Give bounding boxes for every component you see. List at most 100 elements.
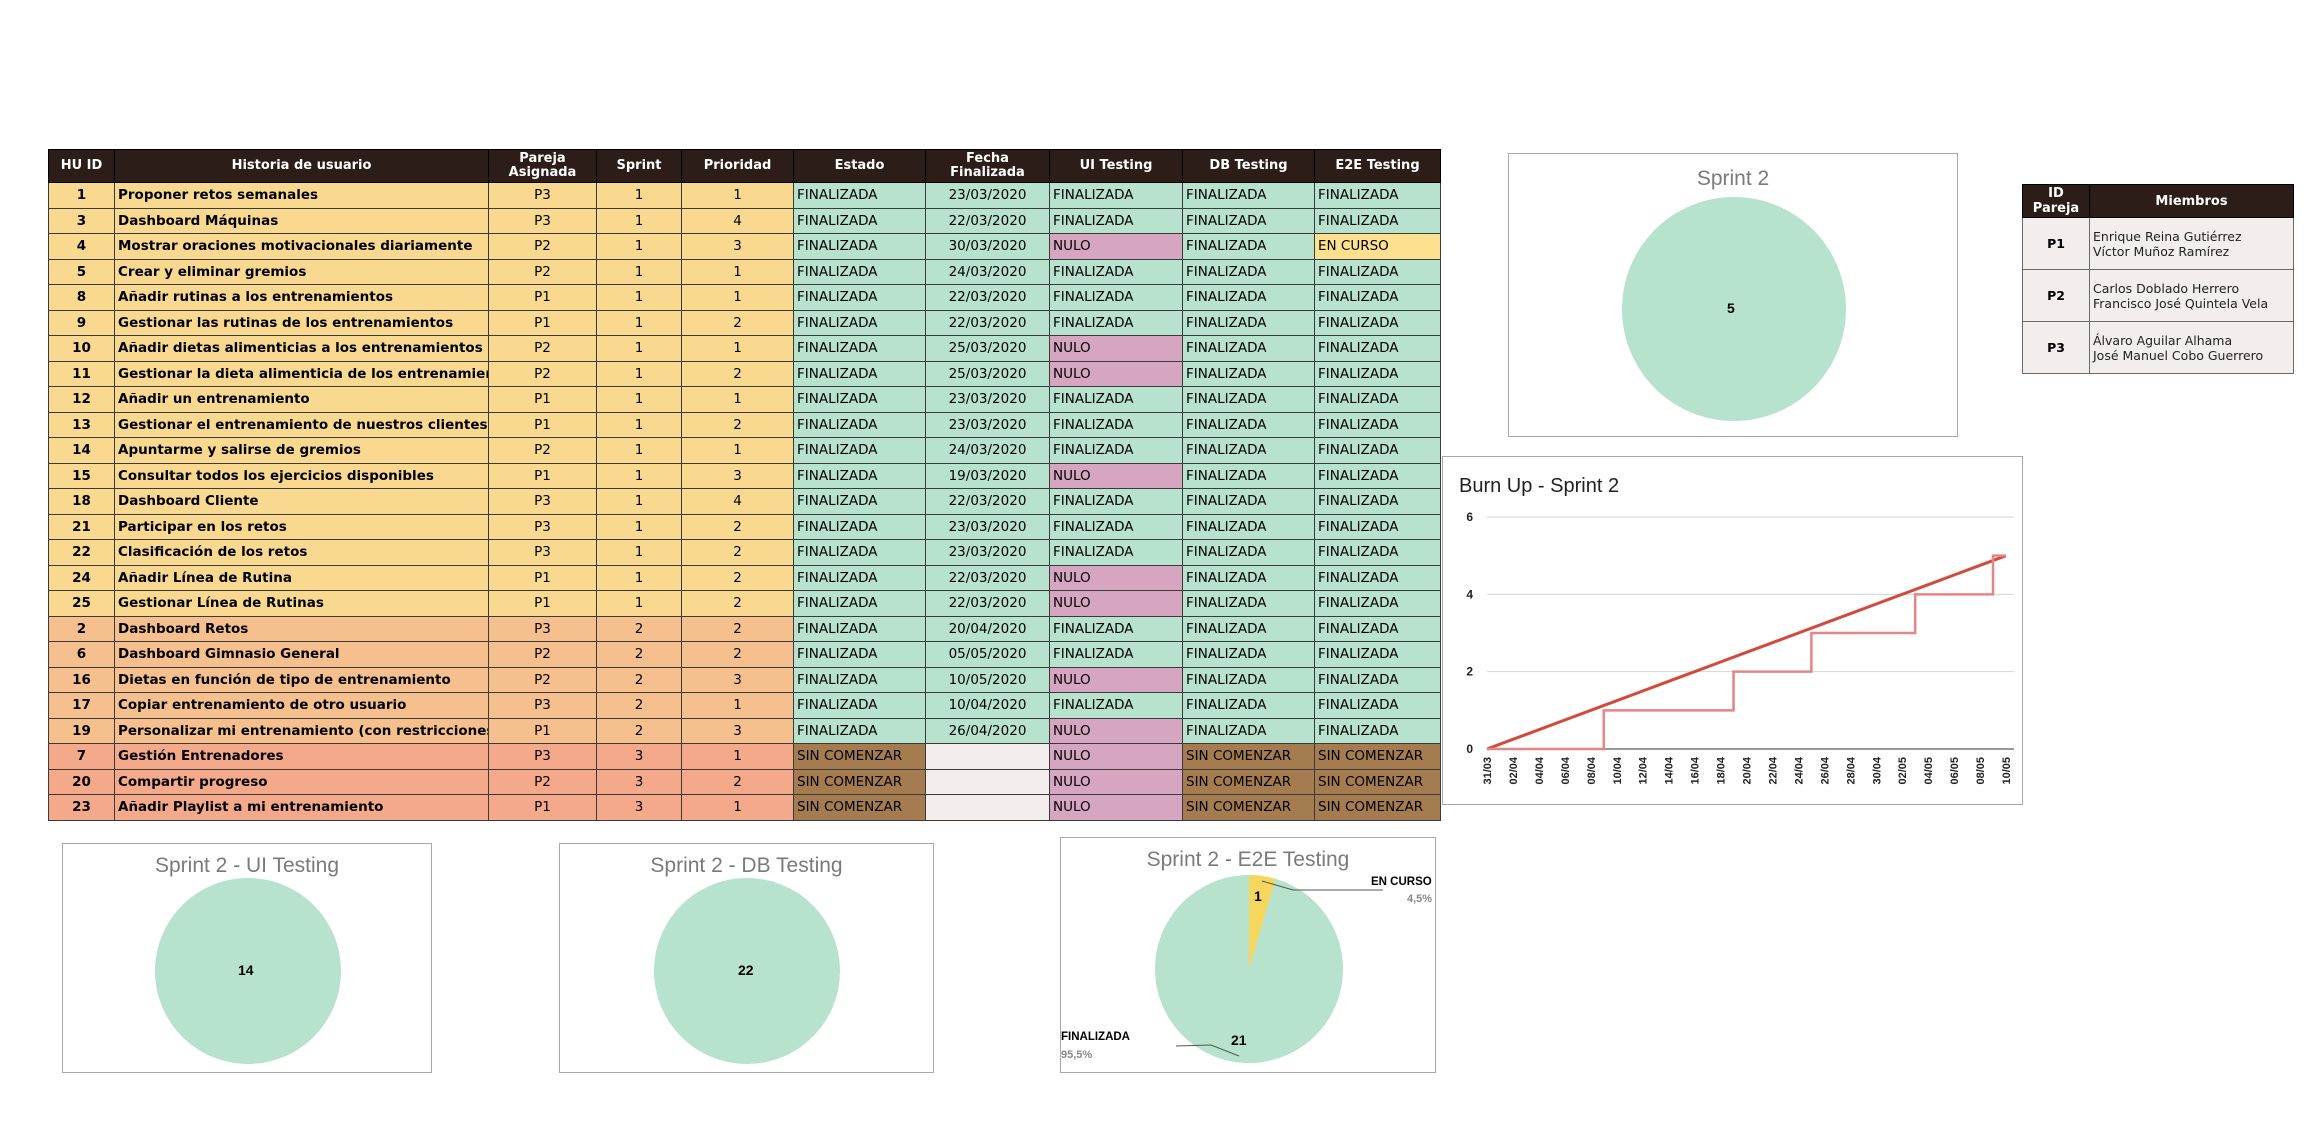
cell-pareja: P1 xyxy=(488,411,597,438)
cell-sprint: 1 xyxy=(596,462,682,489)
cell-ui-testing: FINALIZADA xyxy=(1049,539,1183,566)
cell-sprint: 1 xyxy=(596,233,682,260)
chart-title: Sprint 2 xyxy=(1696,167,1770,190)
pie-slice-finalizada xyxy=(155,878,341,1064)
cell-e2e-testing: SIN COMENZAR xyxy=(1314,743,1441,770)
cell-prioridad: 1 xyxy=(681,335,794,362)
cell-historia: Clasificación de los retos xyxy=(114,539,489,566)
cell-fecha xyxy=(925,794,1050,821)
cell-fecha: 10/05/2020 xyxy=(925,666,1050,693)
cell-historia: Dashboard Gimnasio General xyxy=(114,641,489,668)
cell-hu-id: 2 xyxy=(48,615,115,642)
cell-prioridad: 2 xyxy=(681,513,794,540)
header-id-pareja: ID Pareja xyxy=(2022,184,2090,218)
cell-prioridad: 3 xyxy=(681,717,794,744)
cell-hu-id: 8 xyxy=(48,284,115,311)
cell-estado: FINALIZADA xyxy=(793,182,926,209)
cell-estado: SIN COMENZAR xyxy=(793,743,926,770)
cell-estado: FINALIZADA xyxy=(793,437,926,464)
cell-ui-testing: NULO xyxy=(1049,768,1183,795)
cell-hu-id: 20 xyxy=(48,768,115,795)
cell-db-testing: SIN COMENZAR xyxy=(1182,794,1315,821)
pie-chart xyxy=(1155,875,1383,1063)
x-tick-label: 20/04 xyxy=(1742,756,1754,784)
cell-e2e-testing: FINALIZADA xyxy=(1314,513,1441,540)
cell-sprint: 1 xyxy=(596,360,682,387)
y-tick-label: 0 xyxy=(1466,742,1473,756)
cell-hu-id: 4 xyxy=(48,233,115,260)
member-name: Francisco José Quintela Vela xyxy=(2093,295,2269,311)
cell-db-testing: FINALIZADA xyxy=(1182,615,1315,642)
table-row: 18 Dashboard Cliente P3 1 4 FINALIZADA 22/03/2… xyxy=(48,488,1441,515)
chart-title: Sprint 2 - UI Testing xyxy=(154,854,340,877)
pair-members: Enrique Reina Gutiérrez Víctor Muñoz Ramí… xyxy=(2089,217,2294,270)
cell-estado: FINALIZADA xyxy=(793,539,926,566)
cell-pareja: P2 xyxy=(488,233,597,260)
cell-sprint: 1 xyxy=(596,590,682,617)
cell-sprint: 3 xyxy=(596,794,682,821)
chart-title: Sprint 2 - E2E Testing xyxy=(1146,848,1350,871)
cell-sprint: 1 xyxy=(596,539,682,566)
cell-e2e-testing: FINALIZADA xyxy=(1314,590,1441,617)
table-row: 10 Añadir dietas alimenticias a los entre… xyxy=(48,335,1441,362)
table-row: 25 Gestionar Línea de Rutinas P1 1 2 FINALIZA… xyxy=(48,590,1441,617)
cell-historia: Añadir Playlist a mi entrenamiento xyxy=(114,794,489,821)
cell-sprint: 1 xyxy=(596,411,682,438)
cell-historia: Añadir rutinas a los entrenamientos xyxy=(114,284,489,311)
cell-historia: Mostrar oraciones motivacionales diariam… xyxy=(114,233,489,260)
cell-hu-id: 10 xyxy=(48,335,115,362)
cell-pareja: P2 xyxy=(488,258,597,285)
cell-hu-id: 11 xyxy=(48,360,115,387)
cell-sprint: 2 xyxy=(596,666,682,693)
cell-ui-testing: FINALIZADA xyxy=(1049,513,1183,540)
pie-value-label: 14 xyxy=(238,962,254,978)
cell-prioridad: 1 xyxy=(681,182,794,209)
cell-e2e-testing: FINALIZADA xyxy=(1314,615,1441,642)
cell-ui-testing: FINALIZADA xyxy=(1049,411,1183,438)
cell-estado: FINALIZADA xyxy=(793,207,926,234)
cell-ui-testing: NULO xyxy=(1049,360,1183,387)
cell-ui-testing: NULO xyxy=(1049,462,1183,489)
db-testing-pie-panel: Sprint 2 - DB Testing 22 xyxy=(559,843,934,1073)
cell-ui-testing: NULO xyxy=(1049,590,1183,617)
cell-pareja: P2 xyxy=(488,437,597,464)
cell-ui-testing: NULO xyxy=(1049,717,1183,744)
cell-db-testing: FINALIZADA xyxy=(1182,386,1315,413)
cell-db-testing: FINALIZADA xyxy=(1182,641,1315,668)
cell-historia: Proponer retos semanales xyxy=(114,182,489,209)
cell-db-testing: FINALIZADA xyxy=(1182,513,1315,540)
cell-fecha: 23/03/2020 xyxy=(925,539,1050,566)
table-row: 14 Apuntarme y salirse de gremios P2 1 1 FINA… xyxy=(48,437,1441,464)
cell-fecha: 05/05/2020 xyxy=(925,641,1050,668)
cell-prioridad: 2 xyxy=(681,360,794,387)
cell-e2e-testing: FINALIZADA xyxy=(1314,182,1441,209)
cell-prioridad: 1 xyxy=(681,743,794,770)
cell-ui-testing: NULO xyxy=(1049,666,1183,693)
cell-estado: FINALIZADA xyxy=(793,564,926,591)
cell-hu-id: 13 xyxy=(48,411,115,438)
cell-prioridad: 3 xyxy=(681,233,794,260)
cell-fecha xyxy=(925,743,1050,770)
cell-fecha: 22/03/2020 xyxy=(925,207,1050,234)
cell-prioridad: 2 xyxy=(681,309,794,336)
cell-historia: Participar en los retos xyxy=(114,513,489,540)
table-row: 6 Dashboard Gimnasio General P2 2 2 FINALIZAD… xyxy=(48,641,1441,668)
cell-sprint: 1 xyxy=(596,386,682,413)
table-row: 9 Gestionar las rutinas de los entrenamie… xyxy=(48,309,1441,336)
table-body: 1 Proponer retos semanales P3 1 1 FINALIZADA 2… xyxy=(48,182,1441,821)
cell-prioridad: 2 xyxy=(681,564,794,591)
cell-pareja: P3 xyxy=(488,513,597,540)
table-row: 21 Participar en los retos P3 1 2 FINALIZADA 2… xyxy=(48,513,1441,540)
cell-hu-id: 7 xyxy=(48,743,115,770)
cell-e2e-testing: FINALIZADA xyxy=(1314,411,1441,438)
cell-hu-id: 15 xyxy=(48,462,115,489)
x-tick-label: 02/04 xyxy=(1508,756,1520,784)
cell-prioridad: 2 xyxy=(681,615,794,642)
member-name: Enrique Reina Gutiérrez xyxy=(2093,228,2242,244)
x-tick-label: 26/04 xyxy=(1819,756,1831,784)
user-stories-table: HU ID Historia de usuario Pareja Asignad… xyxy=(48,149,1441,821)
cell-pareja: P3 xyxy=(488,743,597,770)
pie-value-label: 5 xyxy=(1727,300,1735,316)
cell-hu-id: 21 xyxy=(48,513,115,540)
cell-fecha: 23/03/2020 xyxy=(925,386,1050,413)
